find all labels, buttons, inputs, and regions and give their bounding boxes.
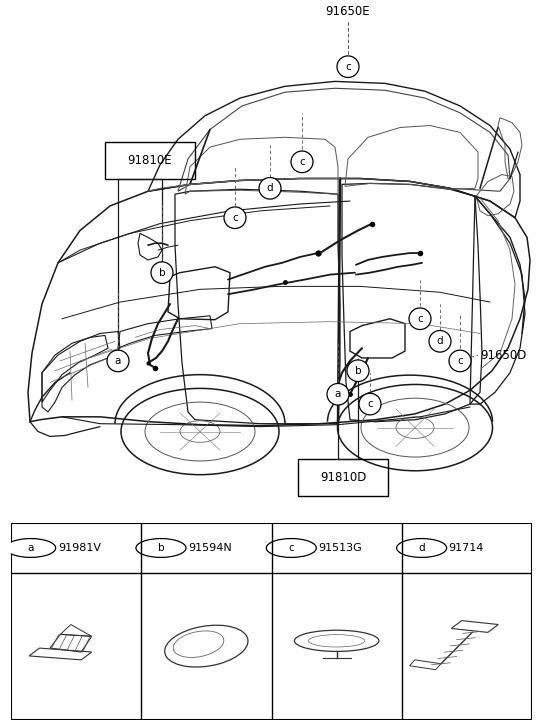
Text: c: c [367,399,373,409]
Circle shape [337,56,359,78]
Text: c: c [417,314,423,324]
Circle shape [409,308,431,329]
Circle shape [347,360,369,382]
Text: d: d [418,543,425,553]
Circle shape [5,539,56,558]
Circle shape [266,539,317,558]
Text: c: c [288,543,294,553]
Circle shape [449,350,471,371]
Circle shape [224,207,246,228]
Circle shape [396,539,447,558]
Circle shape [359,393,381,415]
Circle shape [136,539,186,558]
Text: b: b [159,268,165,278]
Text: d: d [267,183,273,193]
Text: 91594N: 91594N [188,543,232,553]
Text: c: c [457,356,463,366]
Text: a: a [115,356,121,366]
Text: c: c [299,157,305,166]
Circle shape [151,262,173,284]
Text: 91650E: 91650E [326,5,370,18]
Text: 91650D: 91650D [480,348,526,361]
Text: 91810D: 91810D [320,471,366,484]
Text: 91981V: 91981V [58,543,101,553]
Text: c: c [345,62,351,72]
Circle shape [259,177,281,199]
Text: 91714: 91714 [449,543,484,553]
Text: b: b [355,366,361,376]
Text: a: a [28,543,34,553]
Circle shape [327,383,349,405]
Circle shape [429,331,451,352]
Text: 91810E: 91810E [128,154,172,167]
Text: d: d [437,337,443,346]
Circle shape [107,350,129,371]
Text: b: b [157,543,165,553]
Text: a: a [335,389,341,399]
Bar [105,142,195,180]
Text: 91513G: 91513G [318,543,362,553]
Circle shape [291,151,313,172]
Text: c: c [232,213,238,222]
Bar [298,459,388,497]
